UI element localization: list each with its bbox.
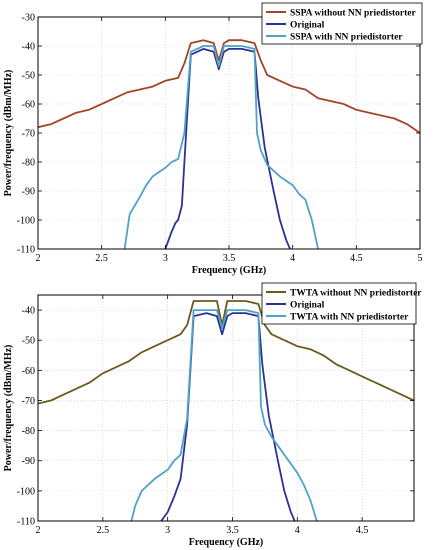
legend-entry: SSPA without NN priedistorter: [290, 9, 416, 19]
y-tick-label: -110: [17, 245, 35, 256]
y-tick-label: -60: [22, 100, 35, 111]
y-tick-label: -90: [22, 456, 35, 467]
y-tick-label: -70: [22, 396, 35, 407]
y-tick-label: -100: [17, 216, 35, 227]
plot-frame: [37, 294, 415, 522]
legend: SSPA without NN priedistorter Original SSP…: [261, 2, 423, 45]
y-tick-label: -60: [22, 366, 35, 377]
series-line-1: [38, 300, 414, 405]
x-tick-label: 2.5: [97, 525, 110, 536]
y-tick-label: -50: [22, 71, 35, 82]
x-tick-label: 4: [290, 253, 295, 264]
series-line-2: [160, 312, 296, 521]
series-line-1: [38, 39, 420, 134]
legend-entry: SSPA with NN priedistorter: [290, 33, 403, 43]
series-group: [38, 300, 414, 521]
x-tick-label: 3.5: [223, 253, 236, 264]
chart-panel-bottom: 2 2.5 3 3.5 4 4.5 -110 -100 -90 -80 -70 -60 -50 -40 Fr…: [3, 282, 422, 548]
y-tick-label: -90: [22, 187, 35, 198]
y-axis-label: Power/frequency (dBm/MHz): [3, 70, 14, 197]
x-tick-label: 4.5: [356, 525, 369, 536]
legend-entry: Original: [290, 301, 325, 311]
x-axis-label: Frequency (GHz): [189, 537, 264, 548]
x-tick-label: 3: [163, 253, 168, 264]
y-tick-label: -110: [17, 517, 35, 528]
legend-box: [261, 282, 417, 325]
x-tick-label: 3.5: [226, 525, 239, 536]
legend: TWTA without NN priedistorter Original TWT…: [261, 282, 422, 325]
series-line-3: [123, 45, 319, 249]
y-tick-label: -70: [22, 129, 35, 140]
legend-box: [261, 2, 423, 45]
x-tick-label: 4: [295, 525, 300, 536]
y-tick-label: -40: [22, 306, 35, 317]
series-group: [38, 39, 420, 249]
y-tick-label: -50: [22, 336, 35, 347]
x-axis-label: Frequency (GHz): [192, 265, 267, 276]
legend-entry: Original: [290, 21, 325, 31]
x-tick-label: 2.5: [95, 253, 108, 264]
y-tick-label: -30: [22, 13, 35, 24]
chart-panel-top: 2 2.5 3 3.5 4 4.5 5 -110 -100 -90 -80 -70 -60 -50 -40 -…: [3, 2, 423, 276]
x-tick-label: 2: [36, 253, 41, 264]
y-tick-label: -80: [22, 158, 35, 169]
y-tick-label: -40: [22, 42, 35, 53]
legend-entry: TWTA without NN priedistorter: [290, 289, 422, 299]
y-tick-label: -100: [17, 486, 35, 497]
x-tick-label: 2: [36, 525, 41, 536]
x-tick-label: 5: [418, 253, 423, 264]
series-line-3: [130, 309, 318, 521]
series-line-2: [164, 48, 291, 249]
legend-entry: TWTA with NN priedistorter: [290, 313, 409, 323]
x-tick-label: 4.5: [350, 253, 363, 264]
y-tick-label: -80: [22, 426, 35, 437]
x-tick-label: 3: [165, 525, 170, 536]
y-axis-label: Power/frequency (dBm/MHz): [3, 345, 14, 472]
